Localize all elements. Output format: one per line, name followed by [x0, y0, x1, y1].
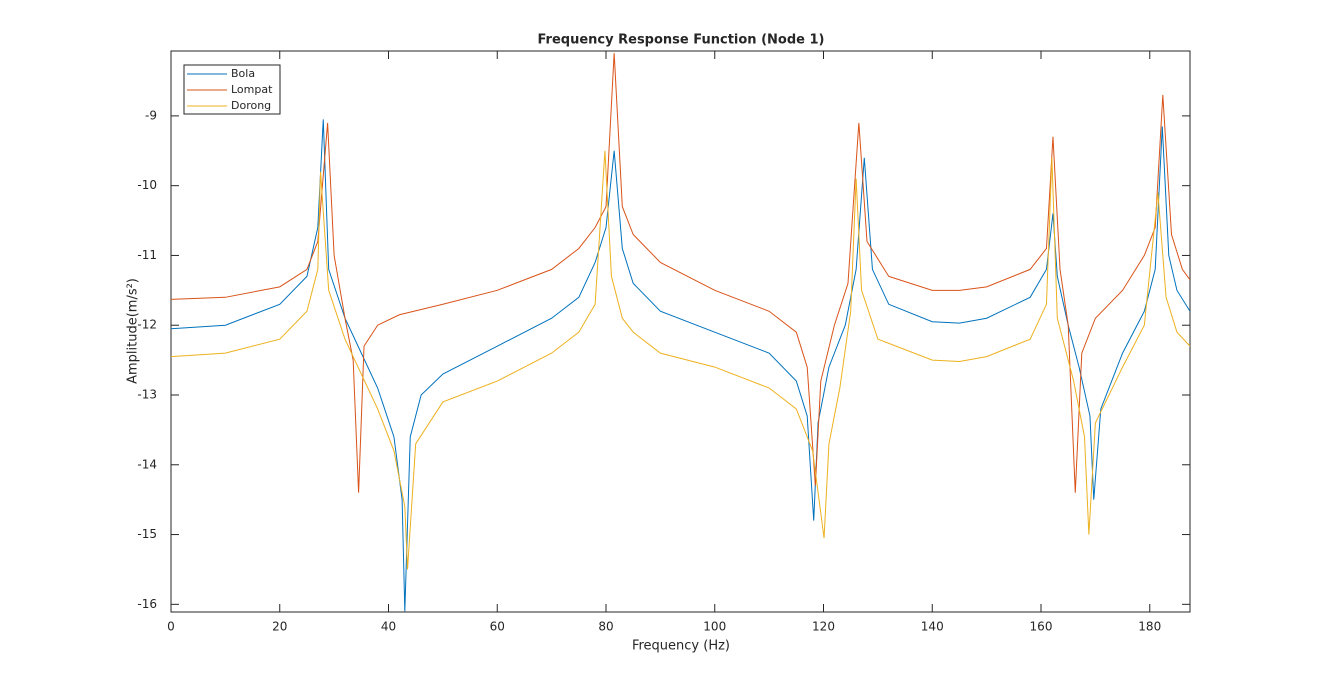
legend-label: Dorong: [231, 99, 271, 112]
x-tick-label: 160: [1030, 620, 1053, 634]
x-tick-label: 20: [272, 620, 287, 634]
x-tick-label: 100: [703, 620, 726, 634]
x-axis-label: Frequency (Hz): [632, 639, 730, 654]
y-tick-label: -11: [137, 248, 157, 262]
y-tick-label: -14: [137, 457, 157, 471]
series-line: [171, 150, 1190, 570]
x-tick-label: 180: [1138, 620, 1161, 634]
series-line: [171, 53, 1190, 493]
series-line: [171, 119, 1190, 612]
x-tick-label: 80: [598, 620, 613, 634]
x-tick-label: 120: [812, 620, 835, 634]
y-tick-label: -13: [137, 387, 157, 401]
y-tick-label: -15: [137, 527, 157, 541]
x-tick-label: 60: [490, 620, 505, 634]
legend-label: Lompat: [231, 83, 273, 96]
y-tick-label: -10: [137, 178, 157, 192]
x-tick-label: 140: [921, 620, 944, 634]
plot-frame: [170, 50, 1191, 613]
chart-title: Frequency Response Function (Node 1): [538, 33, 825, 48]
plot-lines: [171, 53, 1190, 612]
y-tick-label: -9: [145, 108, 157, 122]
x-tick-label: 40: [381, 620, 396, 634]
y-axis-label: Amplitude(m/s²): [126, 278, 141, 384]
legend-label: Bola: [231, 67, 255, 80]
x-tick-label: 0: [167, 620, 175, 634]
y-tick-label: -16: [137, 597, 157, 611]
y-tick-label: -12: [137, 318, 157, 332]
